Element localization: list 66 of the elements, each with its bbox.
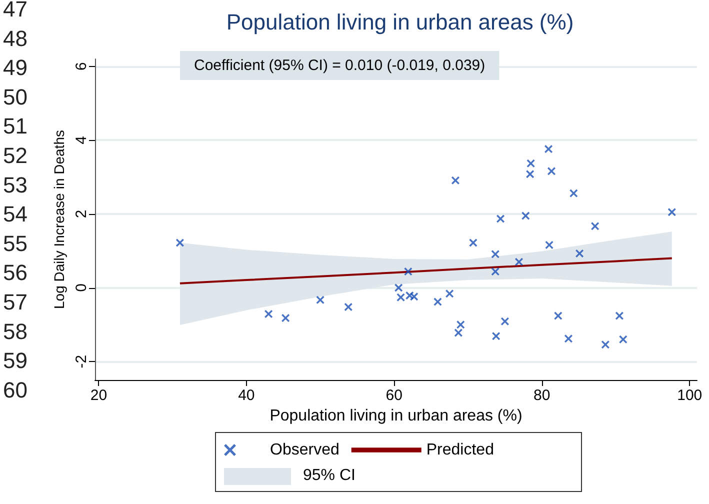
y-tick-label: 4	[73, 136, 90, 144]
text: 53	[3, 172, 28, 198]
point	[544, 145, 553, 154]
point	[456, 320, 465, 329]
legend-label: Predicted	[426, 442, 494, 458]
text: 52	[3, 143, 28, 168]
point	[547, 167, 556, 176]
point	[264, 310, 273, 318]
point	[316, 296, 324, 304]
y-tick-label: 0	[73, 284, 90, 292]
text: 48	[3, 26, 28, 51]
text: 51	[3, 114, 28, 139]
point	[615, 312, 624, 320]
text: 55	[3, 230, 28, 256]
x-tick-label: 60	[386, 387, 402, 404]
point	[446, 290, 454, 298]
point	[500, 317, 509, 326]
text: 47	[3, 0, 28, 22]
y-tick-label: 6	[73, 62, 90, 71]
x-axis-title: Population living in urban areas (%)	[270, 407, 522, 424]
text: 95% CI	[303, 467, 356, 485]
point	[601, 340, 610, 349]
legend-label: Observed	[270, 442, 340, 458]
x-tick-label: 40	[238, 387, 255, 404]
text: 56	[3, 260, 28, 286]
point	[514, 258, 523, 266]
point	[522, 212, 530, 220]
point	[491, 250, 500, 258]
text: 58	[3, 318, 28, 344]
text: 49	[3, 55, 28, 80]
point	[491, 268, 500, 276]
point	[545, 240, 554, 249]
point	[282, 314, 290, 322]
line-series	[178, 257, 673, 284]
text: 57	[3, 290, 28, 314]
point	[564, 334, 572, 343]
point	[576, 249, 584, 258]
text: 59	[3, 348, 28, 374]
point	[404, 268, 412, 276]
point	[469, 238, 478, 247]
point	[410, 292, 418, 301]
point	[492, 332, 500, 340]
text: 54	[3, 202, 28, 227]
point	[394, 284, 403, 292]
point	[451, 176, 460, 184]
point	[434, 298, 442, 306]
text: 50	[3, 84, 28, 110]
y-tick-label: -2	[73, 354, 90, 368]
y-tick-label: 2	[73, 210, 90, 218]
point	[396, 293, 405, 302]
point	[554, 312, 562, 320]
point	[526, 159, 535, 168]
point	[344, 302, 352, 311]
point	[668, 208, 676, 216]
annotation: Coefficient (95% CI) = 0.010 (-0.019, 0.039)	[194, 57, 486, 74]
x-tick-label: 20	[90, 387, 108, 404]
point	[454, 328, 462, 337]
point	[570, 189, 578, 198]
y-axis-title: Log Daily Increase in Deaths	[51, 130, 68, 309]
x-tick-label: 80	[534, 387, 550, 404]
point	[176, 238, 184, 247]
point	[591, 222, 600, 230]
point	[619, 335, 628, 344]
chart-title: Population living in urban areas (%)	[226, 10, 574, 34]
x-tick-label: 100	[677, 387, 702, 404]
point	[526, 170, 534, 178]
